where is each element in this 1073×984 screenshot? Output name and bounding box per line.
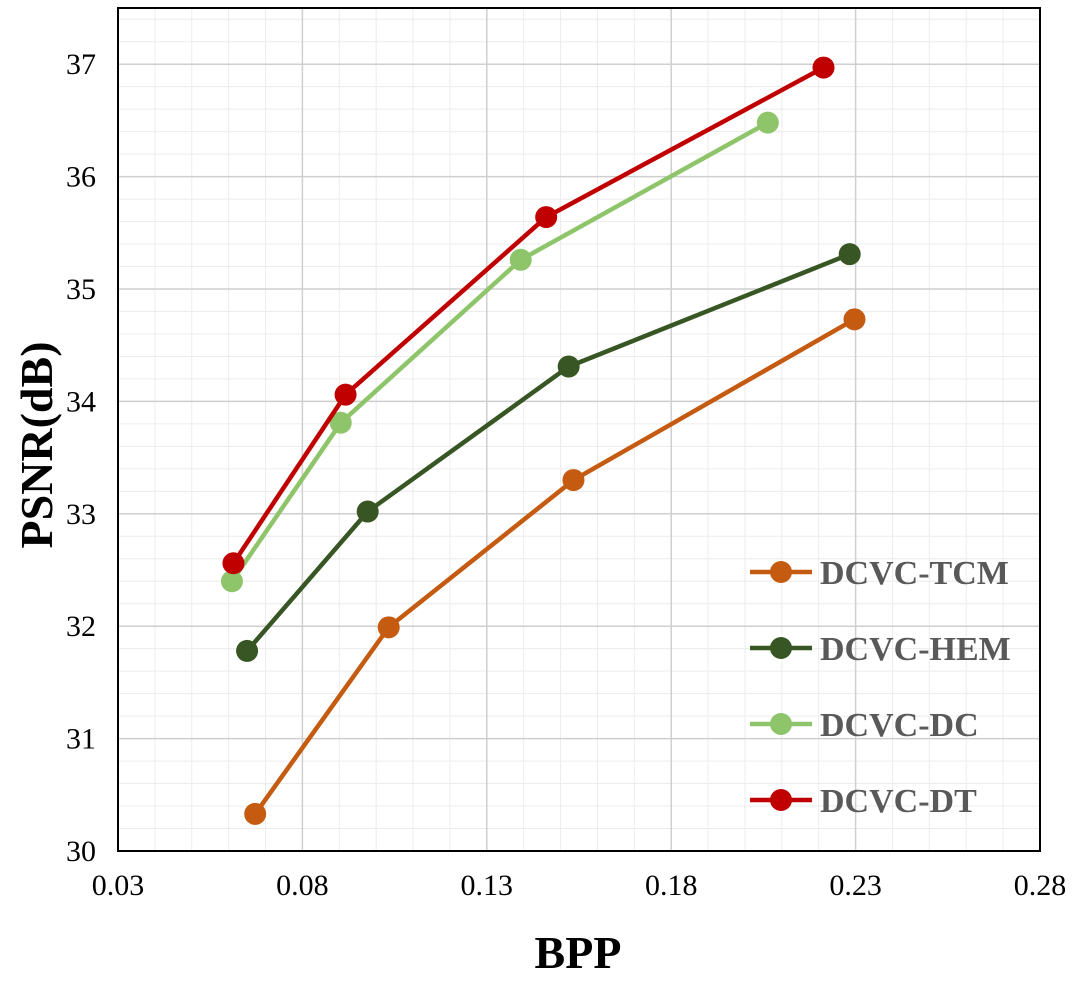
- series-dcvc-hem: [236, 243, 861, 662]
- data-point-dcvc-dc: [329, 411, 352, 434]
- data-point-dcvc-tcm: [377, 616, 400, 639]
- x-tick-label: 0.13: [461, 869, 514, 902]
- y-tick-label: 30: [66, 835, 96, 868]
- data-point-dcvc-hem: [356, 500, 379, 523]
- legend-marker: [770, 713, 792, 735]
- y-tick-label: 33: [66, 498, 96, 531]
- legend-label: DCVC-HEM: [820, 631, 1011, 668]
- data-point-dcvc-tcm: [843, 308, 866, 331]
- legend-entry-dcvc-hem: DCVC-HEM: [750, 631, 1011, 668]
- legend: DCVC-TCM DCVC-HEM DCVC-DC DCVC-DT: [750, 555, 1011, 820]
- legend-label: DCVC-DC: [820, 707, 979, 744]
- data-point-dcvc-hem: [236, 639, 259, 662]
- data-point-dcvc-hem: [838, 243, 861, 266]
- series-dcvc-tcm: [244, 308, 866, 825]
- y-tick-labels: 30 31 32 33 34 35 36 37: [66, 48, 96, 868]
- data-point-dcvc-dt: [812, 56, 835, 79]
- series-layer: [220, 56, 866, 825]
- x-tick-label: 0.08: [276, 869, 329, 902]
- y-tick-label: 34: [66, 385, 96, 418]
- x-tick-label: 0.28: [1014, 869, 1067, 902]
- series-line-dcvc-dc: [230, 120, 769, 583]
- legend-marker: [770, 789, 792, 811]
- legend-entry-dcvc-dt: DCVC-DT: [750, 783, 977, 820]
- x-tick-label: 0.03: [92, 869, 145, 902]
- x-tick-label: 0.23: [829, 869, 882, 902]
- y-tick-label: 32: [66, 610, 96, 643]
- data-point-dcvc-dt: [222, 552, 245, 575]
- y-axis-title: PSNR(dB): [11, 341, 62, 548]
- data-point-dcvc-dt: [535, 206, 558, 229]
- legend-entry-dcvc-dc: DCVC-DC: [750, 707, 979, 744]
- x-tick-label: 0.18: [645, 869, 698, 902]
- series-dcvc-dt: [222, 56, 835, 575]
- data-point-dcvc-tcm: [562, 469, 585, 492]
- legend-entry-dcvc-tcm: DCVC-TCM: [750, 555, 1009, 592]
- y-tick-label: 36: [66, 161, 96, 194]
- series-line-dcvc-hem: [245, 252, 851, 653]
- data-point-dcvc-tcm: [244, 802, 267, 825]
- series-dcvc-dc: [220, 111, 779, 593]
- plot-frame: [117, 7, 1041, 852]
- legend-marker: [770, 561, 792, 583]
- series-line-dcvc-dt: [231, 65, 825, 565]
- x-tick-labels: 0.03 0.08 0.13 0.18 0.23 0.28: [92, 869, 1067, 902]
- y-tick-label: 31: [66, 723, 96, 756]
- legend-marker: [770, 637, 792, 659]
- legend-label: DCVC-DT: [820, 783, 977, 820]
- data-point-dcvc-dc: [509, 248, 532, 271]
- legend-label: DCVC-TCM: [820, 555, 1009, 592]
- y-tick-label: 35: [66, 273, 96, 306]
- data-point-dcvc-dt: [334, 383, 357, 406]
- x-axis-title: BPP: [535, 927, 622, 978]
- data-point-dcvc-dc: [756, 111, 779, 134]
- data-point-dcvc-dc: [220, 570, 243, 593]
- data-point-dcvc-hem: [557, 355, 580, 378]
- y-tick-label: 37: [66, 48, 96, 81]
- series-line-dcvc-tcm: [253, 317, 856, 816]
